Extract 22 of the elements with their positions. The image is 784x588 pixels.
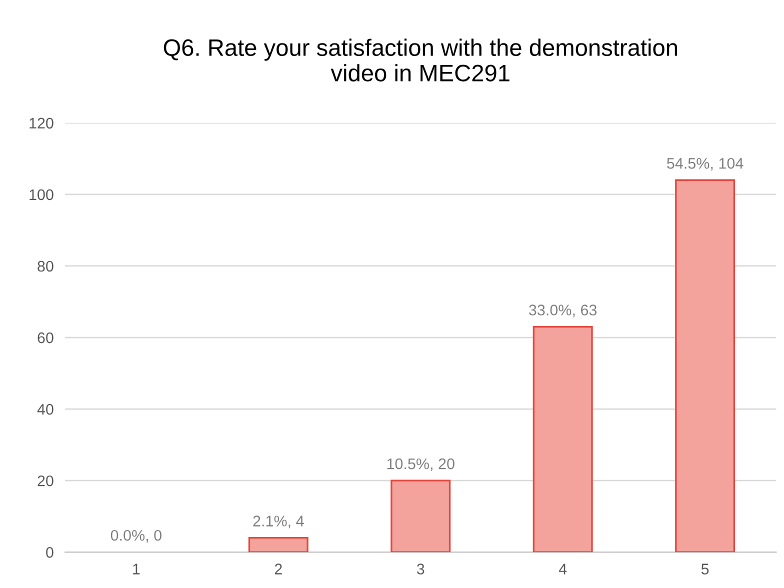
x-tick-label: 1 [133, 564, 140, 574]
x-tick-label: 5 [701, 564, 709, 574]
y-tick-label: 60 [38, 332, 54, 344]
y-tick-label: 80 [38, 260, 54, 272]
bar [390, 480, 451, 552]
x-tick-label: 4 [558, 564, 567, 574]
data-label: 2.1%, 4 [253, 516, 304, 528]
bar [532, 326, 593, 552]
data-label: 33.0%, 63 [529, 304, 597, 318]
data-label: 54.5%, 104 [667, 158, 744, 171]
x-tick-label: 3 [416, 564, 424, 574]
bar [675, 179, 736, 552]
x-tick-label: 2 [274, 564, 282, 574]
y-tick-label: 20 [38, 475, 54, 486]
data-label: 0.0%, 0 [110, 530, 162, 543]
y-tick-label: 120 [30, 118, 54, 129]
y-tick-label: 100 [30, 189, 54, 200]
chart-title: Q6. Rate your satisfaction with the demonstration video in MEC291 [164, 38, 677, 82]
y-tick-label: 0 [46, 547, 54, 558]
y-tick-label: 40 [37, 404, 54, 415]
bar [248, 536, 308, 552]
data-label: 10.5%, 20 [387, 458, 454, 472]
